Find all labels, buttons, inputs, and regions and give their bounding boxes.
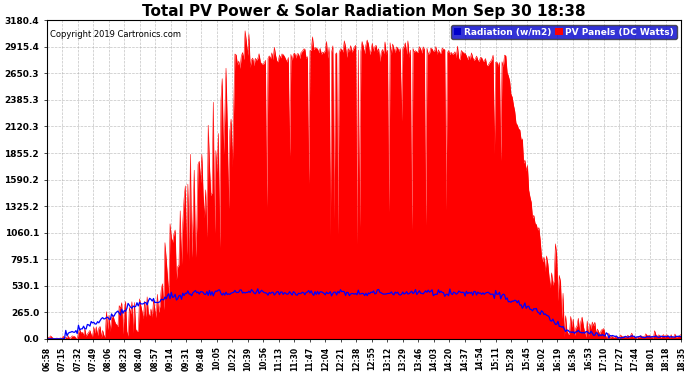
- Legend: Radiation (w/m2), PV Panels (DC Watts): Radiation (w/m2), PV Panels (DC Watts): [451, 25, 677, 39]
- Title: Total PV Power & Solar Radiation Mon Sep 30 18:38: Total PV Power & Solar Radiation Mon Sep…: [142, 4, 586, 19]
- Text: Copyright 2019 Cartronics.com: Copyright 2019 Cartronics.com: [50, 30, 181, 39]
